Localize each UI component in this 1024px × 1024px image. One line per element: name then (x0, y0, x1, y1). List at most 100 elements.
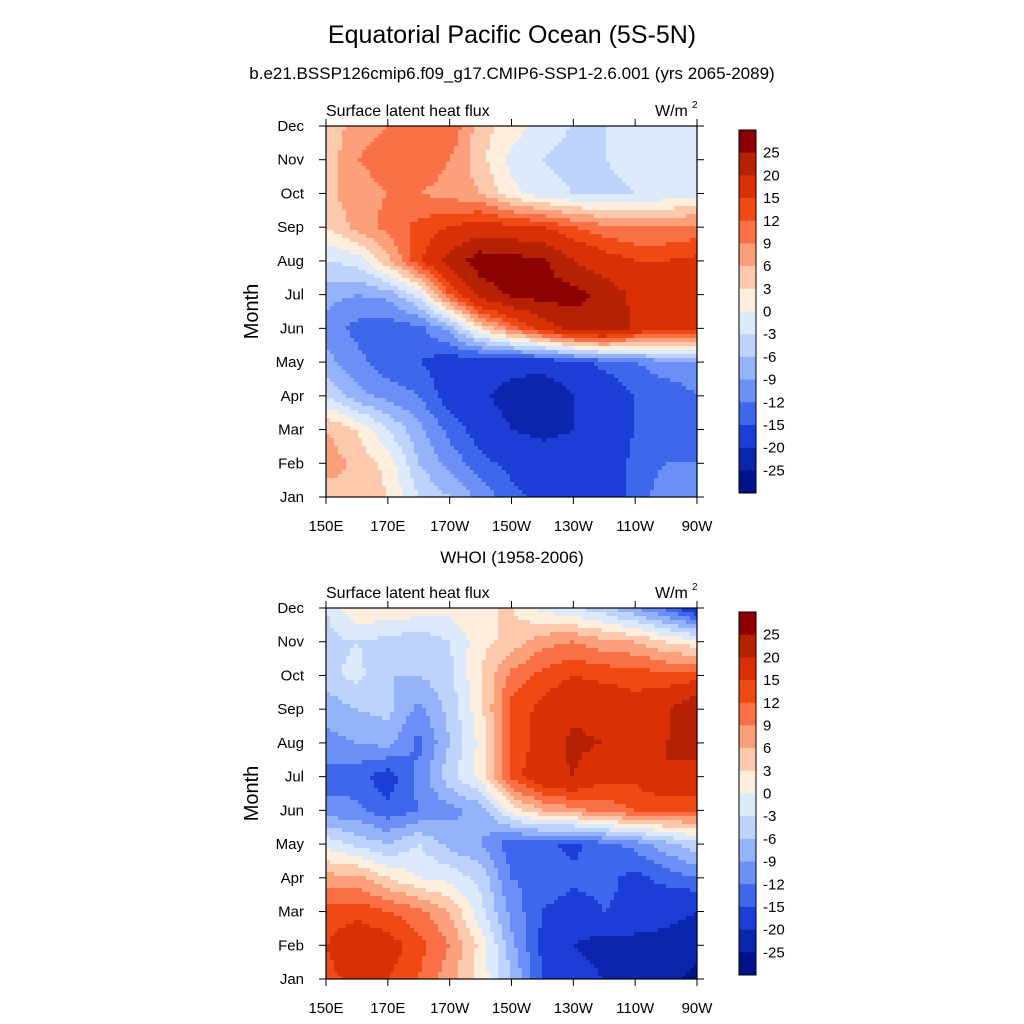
heatmap-cell (558, 186, 563, 191)
heatmap-cell (466, 206, 471, 211)
heatmap-cell (678, 154, 683, 159)
heatmap-cell (358, 158, 363, 163)
heatmap-cell (418, 190, 423, 195)
heatmap-cell (402, 154, 407, 159)
heatmap-cell (694, 246, 698, 251)
heatmap-cell (554, 334, 559, 339)
heatmap-cell (462, 226, 467, 231)
heatmap-cell (638, 278, 643, 283)
heatmap-cell (574, 218, 579, 223)
heatmap-cell (534, 230, 539, 235)
heatmap-cell (690, 302, 695, 307)
heatmap-cell (646, 214, 651, 219)
heatmap-cell (490, 302, 495, 307)
heatmap-cell (558, 142, 563, 147)
heatmap-cell (406, 306, 411, 311)
heatmap-cell (466, 158, 471, 163)
heatmap-cell (438, 286, 443, 291)
heatmap-cell (506, 278, 511, 283)
heatmap-cell (522, 294, 527, 299)
heatmap-cell (462, 162, 467, 167)
heatmap-cell (342, 226, 347, 231)
heatmap-cell (438, 294, 443, 299)
heatmap-cell (474, 338, 479, 343)
heatmap-cell (470, 206, 475, 211)
heatmap-cell (450, 230, 455, 235)
heatmap-cell (662, 254, 667, 259)
heatmap-cell (622, 158, 627, 163)
heatmap-cell (578, 146, 583, 151)
heatmap-cell (650, 318, 655, 323)
heatmap-cell (602, 182, 607, 187)
heatmap-cell (506, 218, 511, 223)
heatmap-cell (438, 226, 443, 231)
heatmap-cell (346, 170, 351, 175)
heatmap-cell (514, 226, 519, 231)
heatmap-cell (610, 162, 615, 167)
heatmap-cell (502, 194, 507, 199)
heatmap-cell (550, 154, 555, 159)
heatmap-cell (550, 218, 555, 223)
heatmap-cell (614, 182, 619, 187)
heatmap-cell (382, 322, 387, 327)
heatmap-cell (574, 334, 579, 339)
heatmap-cell (398, 262, 403, 267)
heatmap-cell (410, 158, 415, 163)
heatmap-cell (554, 174, 559, 179)
heatmap-cell (506, 170, 511, 175)
heatmap-cell (458, 250, 463, 255)
heatmap-cell (654, 310, 659, 315)
heatmap-cell (394, 258, 399, 263)
heatmap-cell (370, 162, 375, 167)
heatmap-cell (534, 214, 539, 219)
heatmap-cell (326, 250, 331, 255)
heatmap-cell (526, 278, 531, 283)
heatmap-cell (338, 298, 343, 303)
heatmap-cell (366, 326, 371, 331)
heatmap-cell (570, 166, 575, 171)
heatmap-cell (502, 214, 507, 219)
heatmap-cell (366, 202, 371, 207)
heatmap-cell (638, 158, 643, 163)
heatmap-cell (690, 206, 695, 211)
heatmap-cell (418, 202, 423, 207)
heatmap-cell (330, 190, 335, 195)
heatmap-cell (658, 298, 663, 303)
heatmap-cell (358, 146, 363, 151)
heatmap-cell (374, 306, 379, 311)
heatmap-cell (686, 194, 691, 199)
heatmap-cell (418, 294, 423, 299)
heatmap-cell (446, 230, 451, 235)
heatmap-cell (350, 278, 355, 283)
heatmap-cell (498, 258, 503, 263)
heatmap-cell (526, 330, 531, 335)
heatmap-cell (538, 138, 543, 143)
heatmap-cell (658, 286, 663, 291)
heatmap-cell (514, 198, 519, 203)
heatmap-cell (438, 194, 443, 199)
heatmap-cell (394, 166, 399, 171)
heatmap-cell (558, 214, 563, 219)
heatmap-cell (458, 202, 463, 207)
heatmap-cell (350, 238, 355, 243)
heatmap-cell (370, 126, 375, 131)
heatmap-cell (454, 306, 459, 311)
heatmap-cell (522, 142, 527, 147)
heatmap-cell (334, 162, 339, 167)
heatmap-cell (686, 170, 691, 175)
heatmap-cell (342, 294, 347, 299)
heatmap-cell (562, 270, 567, 275)
heatmap-cell (674, 202, 679, 207)
heatmap-cell (366, 206, 371, 211)
heatmap-cell (434, 206, 439, 211)
heatmap-cell (510, 150, 515, 155)
heatmap-cell (378, 326, 383, 331)
heatmap-cell (554, 206, 559, 211)
heatmap-cell (690, 198, 695, 203)
heatmap-cell (598, 194, 603, 199)
heatmap-cell (450, 258, 455, 263)
heatmap-cell (546, 142, 551, 147)
heatmap-cell (686, 258, 691, 263)
heatmap-cell (542, 210, 547, 215)
heatmap-cell (342, 190, 347, 195)
